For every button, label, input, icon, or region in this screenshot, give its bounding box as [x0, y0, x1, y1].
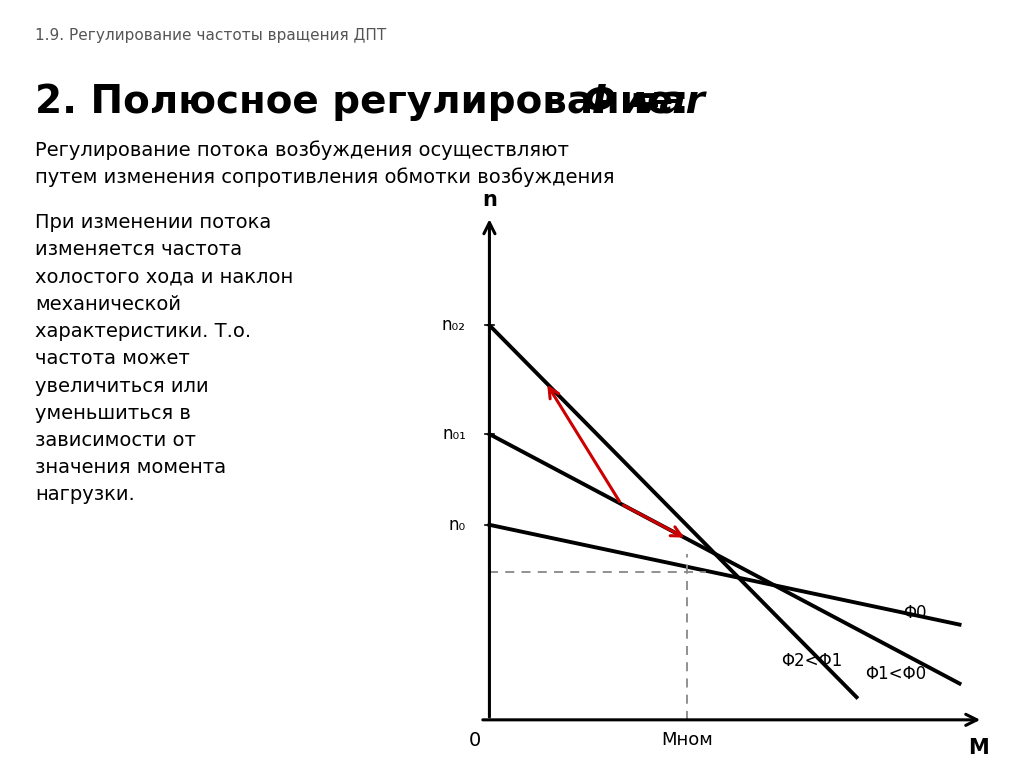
- Text: 1.9. Регулирование частоты вращения ДПТ: 1.9. Регулирование частоты вращения ДПТ: [35, 28, 386, 43]
- Text: Φ =: Φ =: [583, 83, 676, 121]
- Text: Φ1<Φ0: Φ1<Φ0: [865, 665, 927, 684]
- Text: Φ2<Φ1: Φ2<Φ1: [781, 652, 842, 670]
- Text: n: n: [482, 190, 497, 210]
- Text: Регулирование потока возбуждения осуществляют
путем изменения сопротивления обмо: Регулирование потока возбуждения осущест…: [35, 140, 614, 187]
- Text: n₀: n₀: [449, 516, 466, 534]
- Text: 0: 0: [469, 731, 481, 750]
- Text: n₀₂: n₀₂: [442, 316, 466, 334]
- Text: Мном: Мном: [662, 731, 713, 749]
- Text: n₀₁: n₀₁: [442, 425, 466, 443]
- Text: M: M: [968, 738, 989, 758]
- Text: 2. Полюсное регулирование:: 2. Полюсное регулирование:: [35, 83, 716, 121]
- Text: При изменении потока
изменяется частота
холостого хода и наклон
механической
хар: При изменении потока изменяется частота …: [35, 213, 293, 505]
- Text: Φ0: Φ0: [903, 604, 927, 621]
- Text: var: var: [635, 83, 706, 121]
